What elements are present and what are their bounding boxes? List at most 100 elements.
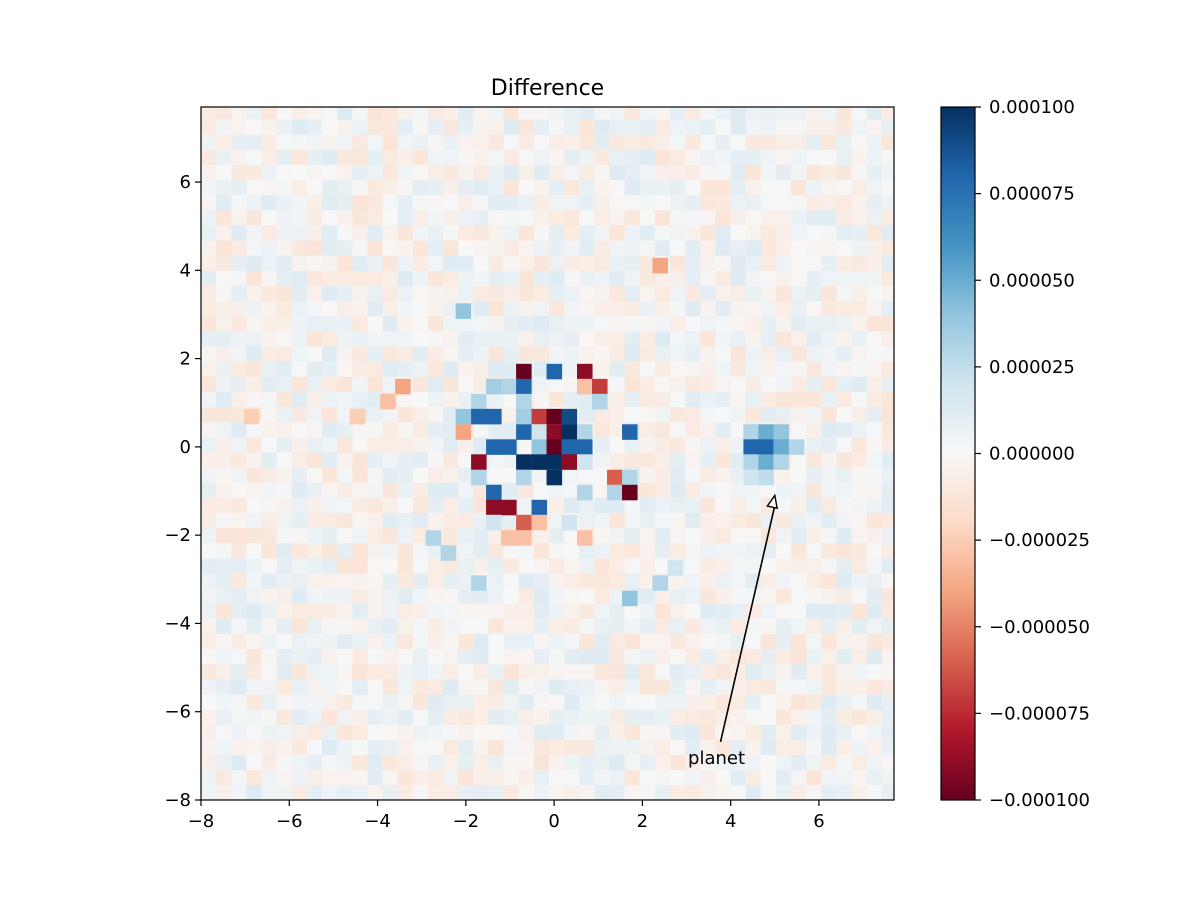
heatmap-cell — [866, 376, 883, 392]
heatmap-cell — [821, 603, 837, 619]
heatmap-cell — [654, 225, 671, 241]
heatmap-cell — [337, 739, 353, 756]
heatmap-cell — [836, 694, 853, 710]
heatmap-cell — [488, 391, 505, 408]
heatmap-cell — [261, 225, 278, 241]
heatmap-cell — [624, 315, 641, 332]
heatmap-cell — [851, 497, 868, 513]
heatmap-cell — [306, 573, 323, 589]
heatmap-cell — [458, 255, 474, 271]
heatmap-cell — [881, 194, 894, 211]
heatmap-cell — [261, 149, 278, 165]
heatmap-cell — [775, 107, 792, 120]
heatmap-cell — [201, 784, 217, 800]
heatmap-cell — [821, 512, 837, 529]
heatmap-cell — [443, 107, 459, 120]
heatmap-cell — [685, 107, 701, 120]
heatmap-cell — [715, 709, 732, 725]
heatmap-cell — [291, 225, 308, 241]
heatmap-cell — [337, 694, 353, 710]
heatmap-cell — [352, 618, 368, 634]
heatmap-cell — [836, 784, 853, 800]
heatmap-cell — [473, 255, 489, 271]
heatmap-cell — [564, 603, 580, 619]
heatmap-cell — [866, 694, 883, 710]
heatmap-cell — [564, 330, 580, 347]
heatmap-cell — [851, 134, 868, 150]
heatmap-cell — [806, 451, 822, 468]
heatmap-feature-cell — [471, 575, 487, 591]
heatmap-cell — [201, 436, 217, 453]
heatmap-cell — [367, 315, 384, 332]
heatmap-cell — [670, 678, 686, 695]
heatmap-cell — [201, 225, 217, 241]
heatmap-cell — [261, 436, 278, 453]
heatmap-cell — [836, 225, 853, 241]
heatmap-cell — [685, 270, 701, 286]
heatmap-cell — [458, 270, 474, 286]
heatmap-cell — [700, 255, 716, 271]
heatmap-cell — [246, 497, 262, 513]
heatmap-cell — [715, 769, 732, 786]
heatmap-cell — [427, 346, 444, 362]
heatmap-cell — [412, 315, 429, 332]
heatmap-cell — [443, 179, 459, 196]
heatmap-cell — [866, 542, 883, 559]
heatmap-cell — [836, 330, 853, 347]
heatmap-cell — [306, 542, 323, 559]
heatmap-cell — [458, 512, 474, 529]
heatmap-cell — [836, 346, 853, 362]
heatmap-cell — [382, 769, 399, 786]
heatmap-cell — [806, 678, 822, 695]
heatmap-cell — [700, 512, 716, 529]
heatmap-cell — [745, 149, 762, 165]
heatmap-cell — [609, 179, 626, 196]
heatmap-cell — [881, 527, 894, 544]
heatmap-cell — [276, 512, 293, 529]
heatmap-cell — [306, 361, 323, 377]
heatmap-feature-cell — [516, 408, 532, 425]
heatmap-cell — [836, 557, 853, 574]
heatmap-cell — [836, 194, 853, 211]
heatmap-cell — [836, 739, 853, 756]
heatmap-cell — [397, 724, 414, 740]
heatmap-cell — [503, 107, 520, 120]
heatmap-cell — [306, 164, 323, 181]
heatmap-cell — [564, 542, 580, 559]
heatmap-cell — [443, 784, 459, 800]
heatmap-cell — [745, 724, 762, 740]
y-tick-label: 4 — [180, 260, 191, 281]
heatmap-cell — [382, 588, 399, 604]
heatmap-cell — [624, 542, 641, 559]
heatmap-cell — [216, 467, 232, 483]
heatmap-cell — [352, 497, 368, 513]
heatmap-cell — [700, 467, 716, 483]
heatmap-cell — [851, 315, 868, 332]
heatmap-cell — [503, 467, 520, 483]
heatmap-cell — [821, 573, 837, 589]
heatmap-cell — [624, 361, 641, 377]
heatmap-cell — [291, 739, 308, 756]
heatmap-cell — [322, 482, 338, 498]
heatmap-feature-cell — [622, 424, 638, 440]
heatmap-cell — [549, 270, 565, 286]
heatmap-cell — [594, 119, 610, 135]
heatmap-cell — [488, 573, 505, 589]
heatmap-cell — [533, 270, 550, 286]
heatmap-cell — [443, 709, 459, 725]
heatmap-cell — [836, 421, 853, 438]
heatmap-cell — [851, 179, 868, 196]
heatmap-cell — [730, 451, 747, 468]
heatmap-cell — [427, 361, 444, 377]
heatmap-cell — [775, 194, 792, 211]
heatmap-cell — [443, 315, 459, 332]
heatmap-cell — [549, 179, 565, 196]
heatmap-cell — [730, 391, 747, 408]
heatmap-cell — [503, 542, 520, 559]
heatmap-cell — [639, 194, 656, 211]
heatmap-cell — [609, 134, 626, 150]
heatmap-cell — [579, 255, 595, 271]
heatmap-cell — [397, 588, 414, 604]
heatmap-cell — [564, 709, 580, 725]
heatmap-cell — [246, 588, 262, 604]
